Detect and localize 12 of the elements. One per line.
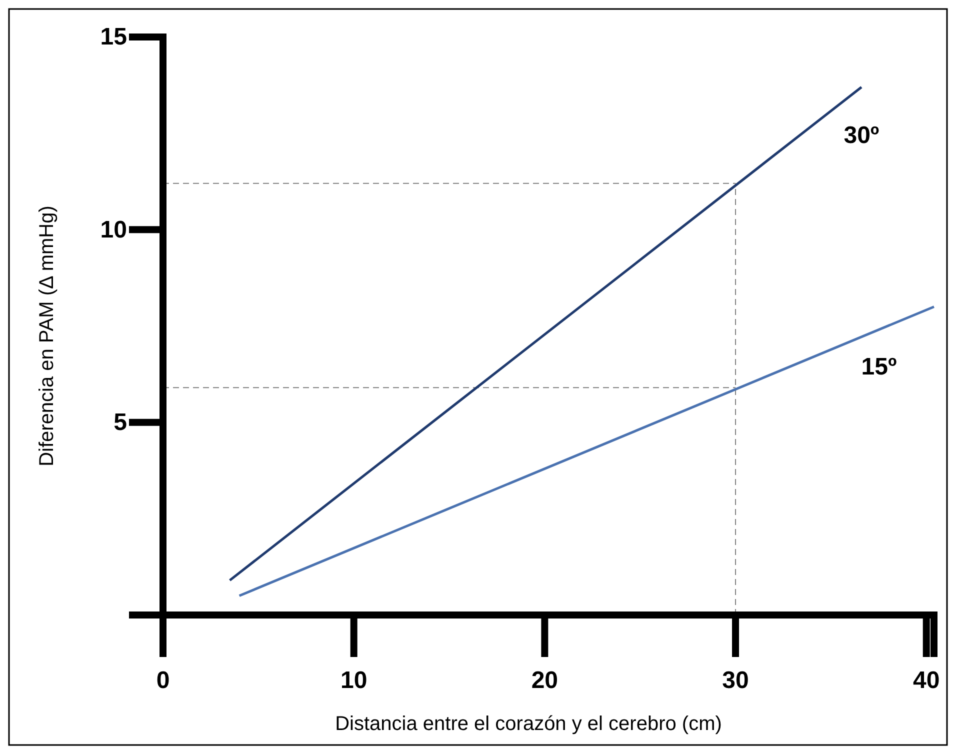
y-tick-label: 10 — [100, 216, 127, 244]
x-tick-label: 0 — [156, 667, 170, 694]
x-tick-label: 40 — [913, 667, 940, 694]
x-tick-label: 10 — [340, 667, 368, 694]
x-axis-title: Distancia entre el corazón y el cerebro (cm) — [335, 713, 722, 735]
series-label: 30º — [844, 122, 880, 150]
y-axis-title: Diferencia en PAM (Δ mmHg) — [36, 206, 58, 466]
y-tick-label: 15 — [100, 24, 127, 51]
x-tick-label: 20 — [531, 667, 558, 694]
y-tick-label: 5 — [114, 409, 127, 436]
series-label: 15º — [861, 354, 897, 381]
x-tick-label: 30 — [722, 667, 749, 694]
